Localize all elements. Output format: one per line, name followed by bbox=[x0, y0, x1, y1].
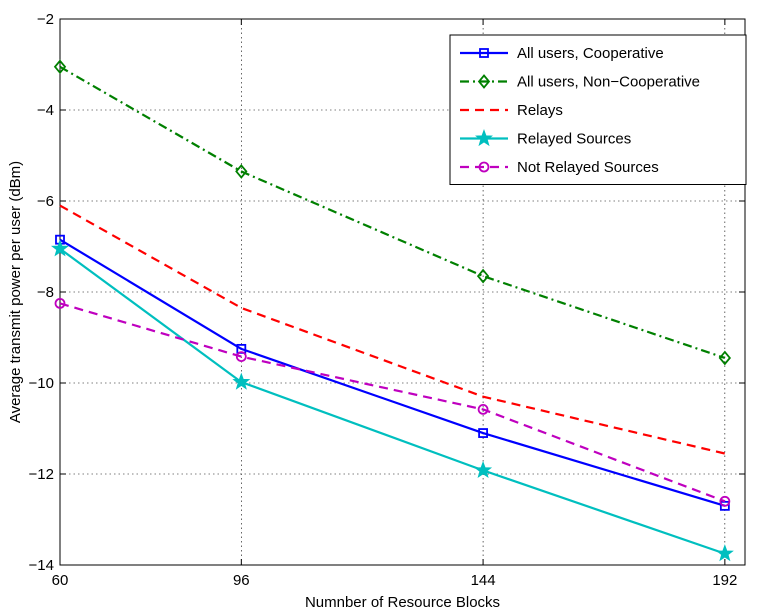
diamond-marker bbox=[235, 164, 248, 179]
diamond-marker bbox=[718, 350, 732, 366]
star-marker bbox=[474, 460, 493, 479]
circle-marker bbox=[54, 297, 66, 309]
diamond-marker bbox=[476, 268, 490, 284]
y-axis-tick-labels: −14 −12 −10 −8 −6 −4 −2 bbox=[29, 11, 54, 574]
circle-marker bbox=[235, 351, 247, 363]
legend-entry: Relayed Sources bbox=[460, 129, 631, 148]
series-5 bbox=[54, 297, 731, 507]
legend-entry: All users, Cooperative bbox=[460, 45, 664, 62]
series-line bbox=[59, 247, 726, 555]
series-1 bbox=[55, 234, 730, 511]
y-tick-label: −2 bbox=[37, 11, 54, 28]
y-tick-label: −8 bbox=[37, 284, 54, 301]
x-tick-label: 96 bbox=[233, 572, 250, 589]
legend-label: Relayed Sources bbox=[517, 131, 631, 148]
legend-label: Not Relayed Sources bbox=[517, 159, 659, 176]
star-marker bbox=[50, 239, 70, 257]
diamond-marker bbox=[53, 59, 67, 75]
square-marker bbox=[479, 48, 489, 58]
x-axis-title: Numnber of Resource Blocks bbox=[305, 594, 500, 609]
legend-entry: Relays bbox=[460, 102, 563, 119]
circle-marker bbox=[719, 495, 731, 507]
legend-box bbox=[449, 34, 747, 185]
star-marker bbox=[474, 129, 494, 147]
circle-marker bbox=[478, 161, 490, 173]
data-series bbox=[50, 59, 734, 562]
legend-label: All users, Non−Cooperative bbox=[517, 74, 700, 91]
diamond-marker bbox=[477, 74, 491, 89]
series-line bbox=[59, 204, 726, 455]
x-tick-label: 144 bbox=[471, 572, 496, 589]
legend-entry: All users, Non−Cooperative bbox=[460, 74, 700, 91]
square-marker bbox=[478, 428, 488, 438]
x-tick-label: 192 bbox=[712, 572, 737, 589]
circle-marker bbox=[477, 403, 489, 415]
y-tick-label: −12 bbox=[29, 466, 54, 483]
star-marker bbox=[232, 372, 251, 390]
series-2 bbox=[53, 59, 732, 366]
series-line bbox=[59, 238, 726, 507]
series-3 bbox=[59, 204, 726, 455]
star-marker bbox=[715, 544, 734, 562]
legend-entry: Not Relayed Sources bbox=[460, 159, 659, 176]
x-axis-tick-labels: 60 96 144 192 bbox=[52, 572, 738, 589]
x-tick-label: 60 bbox=[52, 572, 69, 589]
y-axis-title: Average transmit power per user (dBm) bbox=[7, 161, 24, 423]
y-tick-label: −4 bbox=[37, 102, 54, 119]
series-line bbox=[59, 302, 726, 503]
y-tick-label: −14 bbox=[29, 557, 54, 574]
legend: All users, Cooperative All users, Non−Coo… bbox=[449, 34, 747, 185]
y-tick-label: −10 bbox=[29, 375, 54, 392]
square-marker bbox=[719, 500, 730, 511]
legend-label: All users, Cooperative bbox=[517, 45, 664, 62]
legend-label: Relays bbox=[517, 102, 563, 119]
series-4 bbox=[50, 239, 734, 562]
y-tick-label: −6 bbox=[37, 193, 54, 210]
